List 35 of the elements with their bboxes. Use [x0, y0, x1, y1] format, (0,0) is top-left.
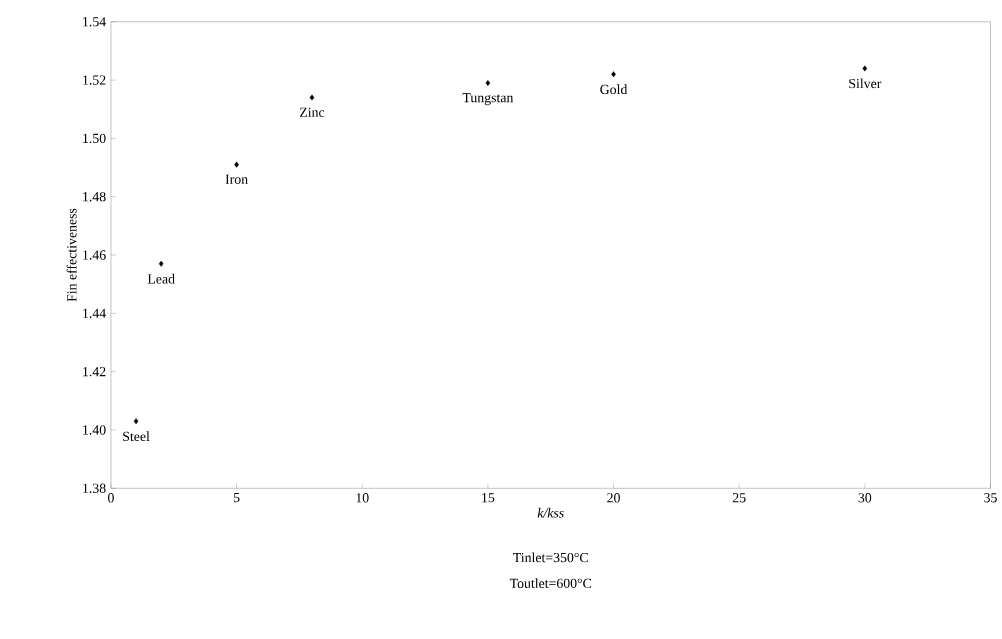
point: [309, 94, 315, 101]
point: [611, 71, 616, 78]
point: [862, 65, 868, 72]
text: Toutlet=600°C: [509, 578, 592, 589]
y-tick-label: 1.52: [83, 75, 106, 85]
point: [234, 161, 239, 168]
annotation: Tungstan: [462, 93, 514, 106]
point: [158, 260, 164, 267]
x-tick-label: 15: [482, 493, 495, 503]
annotation: Zinc: [299, 107, 325, 118]
text: Tinlet=350°C: [513, 552, 588, 563]
x-tick-label: 5: [233, 493, 240, 503]
x-tick-label: 0: [108, 493, 114, 503]
x-tick-label: 30: [858, 493, 872, 503]
y-tick-label: 1.54: [83, 17, 106, 27]
y-tick-label: 1.48: [83, 192, 106, 202]
y-tick-label: 1.50: [83, 133, 106, 144]
annotation: Silver: [849, 78, 882, 89]
x-axis-title: k/kss: [537, 507, 564, 518]
x-tick-label: 35: [984, 493, 997, 503]
annotation: Iron: [225, 174, 248, 185]
x-tick-label: 20: [607, 493, 620, 503]
x-tick-label: 10: [356, 493, 369, 503]
y-tick-label: 1.38: [83, 483, 106, 494]
y-tick-label: 1.46: [83, 250, 106, 260]
point: [133, 418, 139, 425]
y-axis-title: Fin effectiveness: [66, 208, 77, 302]
point: [485, 80, 491, 87]
annotation: Lead: [147, 273, 175, 284]
y-tick-label: 1.44: [83, 308, 106, 319]
annotation: Gold: [600, 84, 628, 95]
y-tick-label: 1.40: [83, 425, 106, 435]
annotation: Steel: [123, 431, 150, 442]
x-tick-label: 25: [732, 493, 746, 503]
y-tick-label: 1.42: [83, 367, 106, 377]
